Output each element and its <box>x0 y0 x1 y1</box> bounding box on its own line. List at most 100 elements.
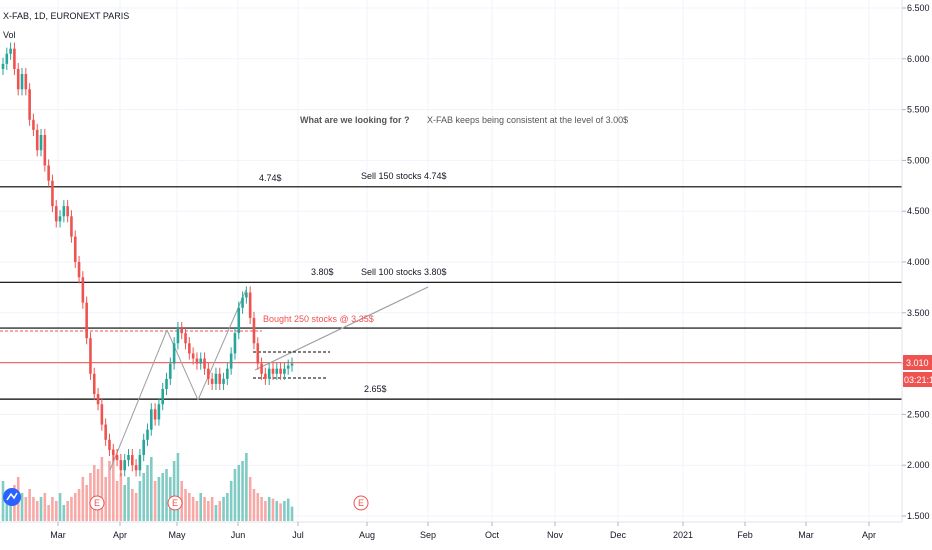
candle-body <box>150 409 153 430</box>
plot-area[interactable] <box>0 0 902 522</box>
trend-line-2[interactable] <box>166 329 199 401</box>
time-tick-label: Jul <box>292 530 304 540</box>
candle-body <box>9 48 12 54</box>
candle-body <box>260 363 263 374</box>
candle-body <box>203 358 206 369</box>
candle-body <box>1 63 5 69</box>
price-tick-label: 1.500 <box>907 511 930 521</box>
trend-line-1[interactable] <box>109 329 168 471</box>
price-tick-label: 4.500 <box>907 206 930 216</box>
candle-body <box>267 368 271 379</box>
volume-bar <box>58 493 62 521</box>
earnings-marker-2[interactable] <box>167 495 183 511</box>
volume-bar <box>43 493 47 521</box>
volume-bar <box>279 503 282 521</box>
candle-body <box>214 373 218 384</box>
question-annotation[interactable]: What are we looking for ? <box>300 115 410 125</box>
volume-bar <box>199 493 203 521</box>
candle-body <box>290 363 294 366</box>
candle-body <box>28 89 31 120</box>
candle-body <box>222 378 225 384</box>
time-tick-label: Feb <box>737 530 753 540</box>
level-label-380: 3.80$ <box>311 267 334 277</box>
candle-body <box>104 424 107 440</box>
volume-bar <box>237 465 241 521</box>
time-tick-label: Mar <box>50 530 66 540</box>
candle-body <box>123 460 126 471</box>
candle-body <box>16 68 20 90</box>
consistent-annotation[interactable]: X-FAB keeps being consistent at the leve… <box>427 115 628 125</box>
volume-bar <box>39 497 43 521</box>
volume-bar <box>203 497 206 521</box>
candle-body <box>32 119 35 130</box>
earnings-marker-1-label: E <box>94 498 100 508</box>
level-lines <box>0 186 902 400</box>
time-axis[interactable]: Mar Apr May Jun Jul Aug Sep Oct Nov Dec 2021 Feb Mar… <box>50 522 876 540</box>
volume-bar <box>73 493 77 521</box>
earnings-markers[interactable]: E E E <box>89 495 369 511</box>
volume-bar <box>241 461 244 521</box>
volume-bar <box>283 501 286 521</box>
volume-bar <box>20 493 24 521</box>
volume-bar <box>32 497 35 521</box>
candle-body <box>100 404 104 425</box>
candle-body <box>51 180 54 207</box>
volume-bar <box>233 469 237 521</box>
earnings-marker-1[interactable] <box>89 495 105 511</box>
candle-body <box>237 307 241 334</box>
bought-annotation[interactable]: Bought 250 stocks @ 3.35$ <box>263 314 374 324</box>
sell-150-annotation[interactable]: Sell 150 stocks 4.74$ <box>361 171 447 181</box>
volume-bar <box>108 461 111 521</box>
candlesticks <box>1 42 294 477</box>
volume-bar <box>119 473 123 521</box>
candle-body <box>66 206 69 217</box>
sell-100-annotation[interactable]: Sell 100 stocks 3.80$ <box>361 267 447 277</box>
volume-bar <box>172 461 176 521</box>
time-tick-label: Apr <box>862 530 876 540</box>
level-label-474: 4.74$ <box>259 173 282 183</box>
candle-body <box>73 236 77 262</box>
price-tag-value: 3.010 <box>906 358 929 368</box>
volume-bar <box>134 493 138 521</box>
breakout-trend-line[interactable] <box>254 286 429 371</box>
volume-bar <box>89 473 92 521</box>
earnings-marker-3[interactable] <box>353 495 369 511</box>
candle-body <box>70 216 73 237</box>
volume-bar <box>222 497 225 521</box>
candle-body <box>195 358 199 364</box>
candle-body <box>20 74 24 90</box>
candle-body <box>127 455 130 461</box>
candle-body <box>188 343 191 354</box>
volume-bar <box>66 501 69 521</box>
candle-body <box>89 338 92 374</box>
price-axis[interactable]: 6.5006.0005.5005.0004.5004.0003.5003.000… <box>902 3 930 521</box>
volume-bar <box>264 501 267 521</box>
candle-body <box>207 368 210 379</box>
candle-body <box>111 449 115 456</box>
volume-bar <box>153 481 157 521</box>
volume-bar <box>157 477 161 521</box>
candle-body <box>62 206 66 217</box>
user-drawings[interactable] <box>109 286 429 471</box>
volume-bar <box>62 505 66 521</box>
volume-bar <box>207 501 210 521</box>
tradingview-logo[interactable] <box>3 488 21 506</box>
logo-icon[interactable] <box>3 488 21 506</box>
volume-label[interactable]: Vol <box>3 30 16 40</box>
candle-body <box>96 394 100 405</box>
volume-bar <box>252 489 256 521</box>
volume-bar <box>92 465 96 521</box>
price-tick-label: 5.000 <box>907 155 930 165</box>
volume-bar <box>127 477 130 521</box>
candle-body <box>245 292 248 298</box>
time-tick-label: Mar <box>798 530 814 540</box>
candle-body <box>115 455 119 461</box>
price-tick-label: 2.500 <box>907 409 930 419</box>
volume-bar <box>248 477 252 521</box>
volume-bar <box>5 493 9 521</box>
volume-bar <box>100 457 104 521</box>
volume-bar <box>115 481 119 521</box>
candle-body <box>161 389 165 405</box>
volume-bar <box>226 493 229 521</box>
